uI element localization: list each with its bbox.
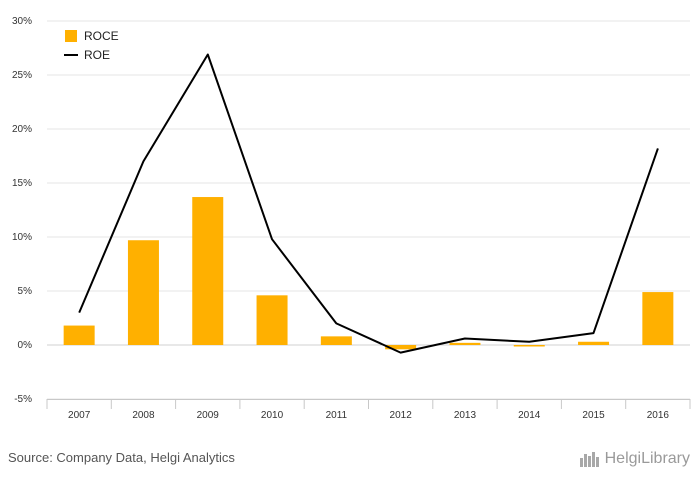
source-note: Source: Company Data, Helgi Analytics: [8, 450, 235, 465]
helgi-library-logo: HelgiLibrary: [579, 447, 690, 471]
legend-swatch-roce: [65, 30, 77, 42]
roce-bar: [256, 295, 288, 345]
x-tick-label: 2011: [326, 410, 348, 421]
roce-bar: [513, 345, 545, 347]
roce-bar: [642, 292, 674, 345]
x-tick-label: 2009: [197, 410, 220, 421]
x-axis: 2007 2008 2009 2010 2011 2012 2013 2014 2015 2016: [46, 399, 691, 421]
roce-bars: [63, 197, 674, 350]
roce-bar: [320, 336, 352, 345]
roce-bar: [63, 325, 95, 345]
x-tick-label: 2008: [132, 410, 155, 421]
y-tick-label: 10%: [12, 232, 32, 243]
combo-chart: 30%25%20%15%10%5%0%-5% 2007 2008 2009 2010 2…: [12, 16, 691, 421]
legend-label-roce: ROCE: [84, 29, 119, 43]
x-tick-label: 2015: [582, 410, 605, 421]
y-axis-ticks: 30% 25% 20% 15% 10% 5% 0% -5%: [12, 16, 32, 405]
roce-bar: [449, 342, 481, 345]
y-tick-label: 15%: [12, 178, 32, 189]
roce-bar: [192, 197, 224, 345]
y-tick-label: 20%: [12, 124, 32, 135]
roce-bar: [127, 240, 159, 345]
roce-bar: [385, 345, 417, 350]
roe-line: [78, 53, 659, 354]
x-tick-label: 2010: [261, 410, 284, 421]
y-tick-label: -5%: [14, 394, 32, 405]
legend: ROCE ROE: [64, 29, 119, 62]
x-tick-label: 2013: [454, 410, 477, 421]
roce-bar: [578, 341, 610, 345]
logo-text: HelgiLibrary: [604, 450, 690, 467]
x-tick-label: 2012: [390, 410, 413, 421]
x-tick-label: 2007: [68, 410, 91, 421]
x-tick-label: 2014: [518, 410, 541, 421]
y-tick-label: 5%: [18, 286, 33, 297]
y-tick-label: 30%: [12, 16, 32, 27]
helgi-library-logo-icon: [579, 452, 599, 467]
y-tick-label: 0%: [18, 340, 33, 351]
legend-label-roe: ROE: [84, 48, 110, 62]
y-tick-label: 25%: [12, 70, 32, 81]
x-tick-label: 2016: [647, 410, 670, 421]
